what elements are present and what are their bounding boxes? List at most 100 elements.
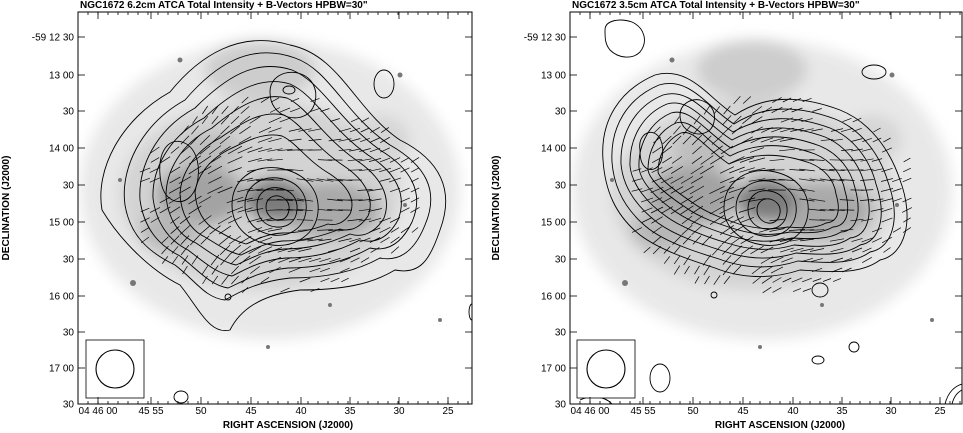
b-vector [246, 188, 264, 192]
b-vector [340, 267, 350, 273]
y-tick-label: 30 [555, 400, 567, 411]
b-vector [760, 137, 774, 143]
y-tick-label: 30 [63, 328, 75, 339]
b-vector [411, 167, 419, 173]
b-vector [220, 254, 230, 266]
b-vector [769, 218, 785, 222]
panel-left-frame [77, 11, 473, 405]
b-vector [682, 135, 692, 145]
b-vector [316, 178, 334, 182]
b-vector [701, 234, 713, 246]
b-vector [180, 244, 190, 256]
b-vector [742, 96, 752, 104]
b-vector [769, 158, 785, 162]
b-vector [178, 176, 192, 184]
b-vector [257, 158, 273, 162]
b-vector [842, 267, 852, 273]
b-vector [872, 237, 882, 243]
b-vector [694, 276, 700, 284]
b-vector [256, 218, 274, 222]
b-vector [168, 196, 182, 204]
b-vector [410, 157, 420, 163]
b-vector [680, 176, 694, 184]
b-vector [799, 168, 815, 172]
b-vector [179, 225, 191, 235]
b-vector [380, 236, 390, 244]
b-vector [379, 157, 391, 163]
b-vector [208, 145, 222, 155]
b-vector [228, 235, 242, 245]
x-tick-label: 40 [787, 406, 799, 417]
y-tick-label: 30 [555, 107, 567, 118]
b-vector [811, 267, 823, 273]
b-vector [276, 188, 294, 192]
b-vector [650, 206, 664, 214]
b-vector [411, 177, 419, 183]
b-vector [732, 265, 742, 275]
b-vector [691, 224, 703, 236]
b-vector [651, 177, 663, 183]
b-vector [358, 208, 372, 212]
x-tick-label: 30 [885, 406, 897, 417]
b-vector [330, 277, 340, 283]
y-tick-label: 15 00 [541, 218, 566, 229]
b-vector [749, 157, 765, 163]
b-vector [286, 168, 304, 172]
b-vector [719, 186, 735, 194]
b-vector [190, 234, 200, 246]
b-vector [237, 187, 253, 193]
b-vector [740, 235, 754, 245]
b-vector [673, 265, 681, 275]
b-vector [681, 225, 693, 235]
b-vector [632, 168, 642, 172]
b-vector [852, 117, 862, 123]
b-vector [230, 255, 240, 265]
b-vector [231, 106, 239, 114]
panel-right-b-vectors [631, 95, 912, 294]
b-vector [652, 226, 662, 234]
b-vector [247, 147, 263, 153]
b-vector [400, 226, 410, 234]
b-vector [740, 245, 754, 255]
b-vector [380, 136, 390, 144]
b-vector [208, 155, 222, 165]
b-vector [329, 257, 341, 263]
b-vector [719, 166, 735, 174]
x-tick-label: 04 46 00 [571, 406, 610, 417]
b-vector [719, 196, 735, 204]
b-vector [801, 118, 813, 122]
b-vector [770, 256, 784, 264]
b-vector [170, 226, 180, 234]
y-tick-label: 30 [63, 107, 75, 118]
b-vector [296, 219, 314, 221]
panel-left-beam-box [85, 339, 145, 399]
b-vector [673, 255, 681, 265]
b-vector [799, 178, 815, 182]
b-vector [267, 158, 283, 162]
b-vector [809, 229, 825, 231]
b-vector [411, 227, 419, 233]
b-vector [211, 265, 219, 275]
b-vector [738, 197, 756, 203]
b-vector [791, 107, 803, 113]
b-vector [751, 106, 763, 114]
b-vector [380, 147, 390, 153]
b-vector [860, 158, 874, 162]
b-vector [661, 196, 673, 204]
b-vector [751, 116, 763, 124]
x-tick-label: 45 [245, 406, 257, 417]
b-vector [770, 137, 784, 143]
b-vector [712, 244, 722, 256]
b-vector [298, 257, 312, 263]
b-vector [367, 188, 383, 192]
b-vector [230, 125, 240, 135]
b-vector [297, 208, 313, 212]
b-vector [641, 207, 653, 213]
b-vector [349, 237, 361, 243]
b-vector [862, 137, 872, 143]
b-vector [811, 128, 823, 132]
b-vector [802, 288, 812, 292]
b-vector [188, 155, 202, 165]
b-vector [729, 156, 745, 164]
b-vector [238, 245, 252, 255]
